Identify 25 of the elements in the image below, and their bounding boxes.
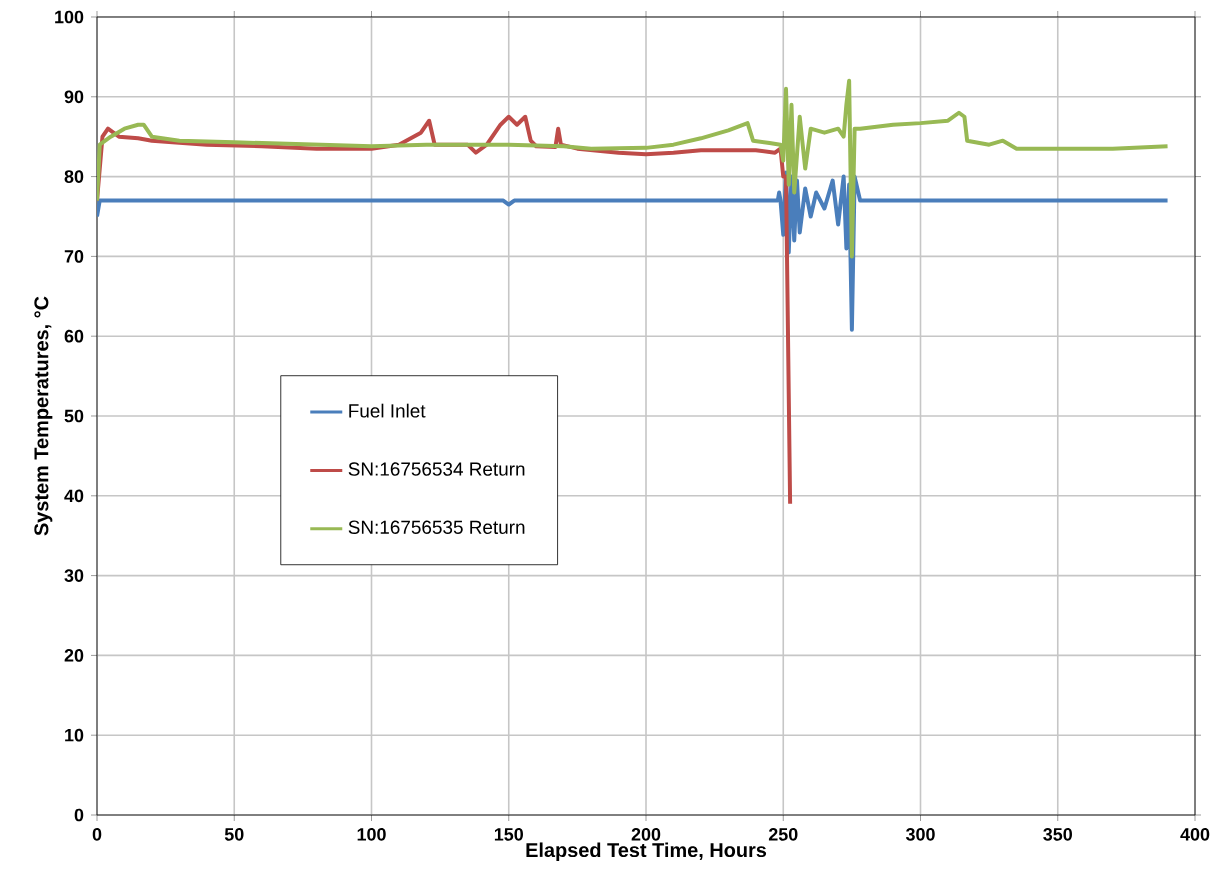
y-tick-label: 20 [64,649,84,662]
x-tick-label: 350 [1043,828,1072,841]
x-tick-label: 300 [905,828,935,841]
x-tick-label: 200 [631,828,661,841]
y-tick-label: 0 [74,808,84,822]
y-tick-label: 30 [64,569,84,582]
legend-label: SN:16756534 Return [348,462,525,476]
x-tick-label: 50 [224,828,244,841]
y-tick-label: 70 [64,250,84,263]
x-tick-label: 0 [92,828,102,841]
x-axis-title: Elapsed Test Time, Hours [526,842,767,862]
y-tick-label: 60 [64,329,84,343]
y-tick-label: 50 [64,409,84,423]
x-tick-label: 400 [1180,828,1210,841]
x-tick-label: 250 [768,828,798,841]
y-tick-label: 80 [64,170,84,183]
y-tick-label: 90 [64,90,84,104]
y-tick-label: 40 [64,489,84,503]
legend-label: Fuel Inlet [349,403,426,418]
x-tick-label: 100 [357,828,386,841]
y-tick-label: 10 [65,728,84,742]
y-tick-label: 100 [55,10,84,24]
x-tick-label: 150 [494,828,523,841]
legend-label: SN:16756535 Return [348,520,525,534]
y-axis-title: System Temperatures, °C [34,296,53,536]
